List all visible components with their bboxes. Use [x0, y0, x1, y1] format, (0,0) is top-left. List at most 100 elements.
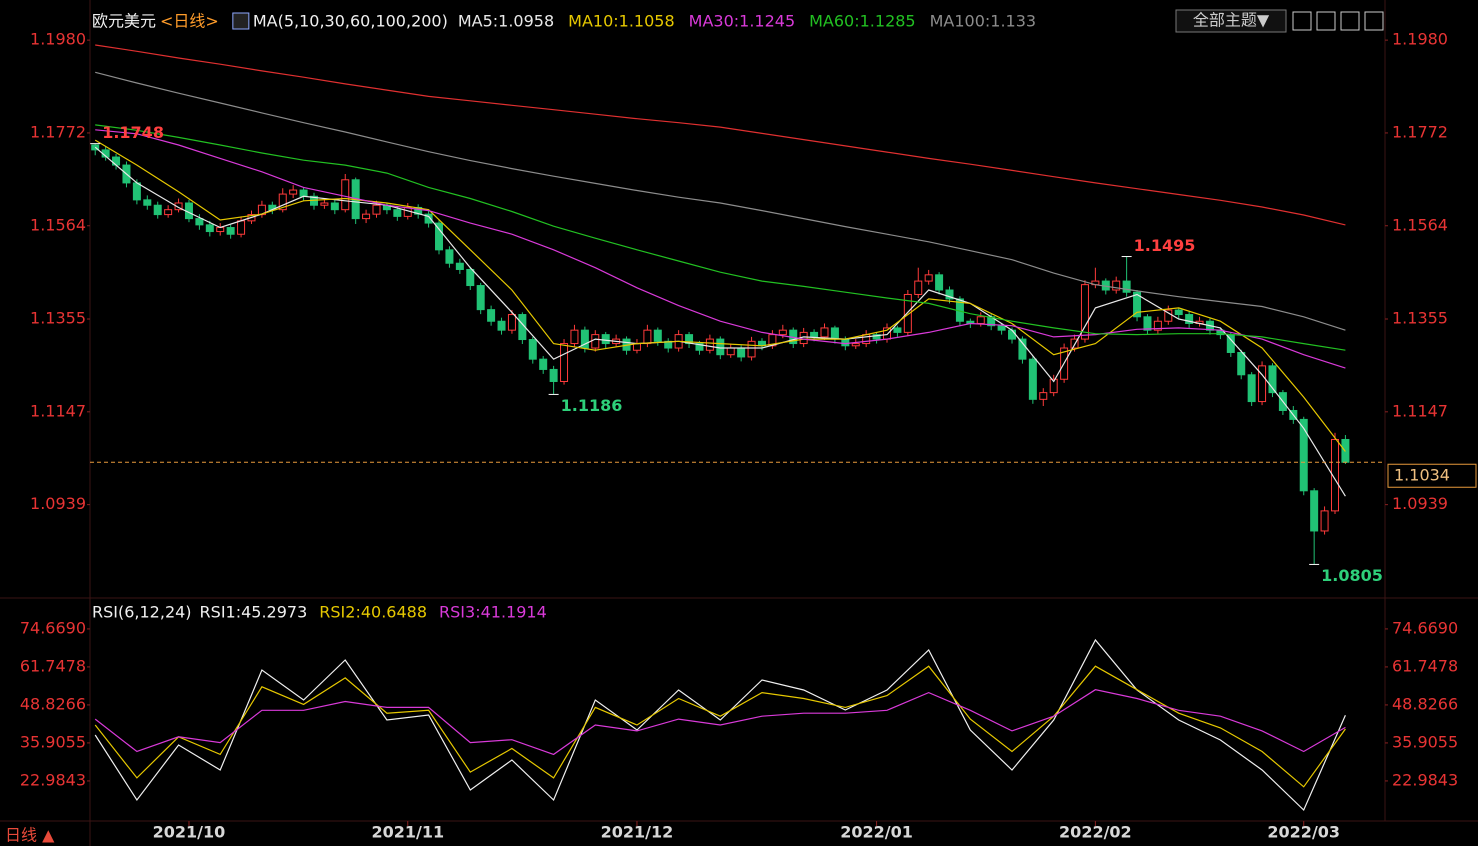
candle-body	[914, 280, 923, 295]
candle-body	[226, 227, 235, 235]
ma-line	[95, 124, 1346, 351]
layout-icon[interactable]	[1316, 11, 1336, 31]
candle-body	[216, 227, 225, 233]
candle-body	[393, 209, 402, 217]
y-tick-label: 1.1355	[30, 309, 86, 328]
candle-body	[1330, 438, 1339, 512]
y-tick-label: 1.1147	[1392, 401, 1448, 420]
candle-body	[164, 209, 173, 216]
candle-body	[1112, 280, 1121, 291]
candle-body	[747, 340, 756, 358]
candle-body	[726, 347, 735, 356]
y-tick-label: 74.6690	[1392, 618, 1458, 637]
candle-body	[1268, 365, 1277, 394]
candle-body	[466, 268, 475, 287]
candle-body	[1028, 358, 1037, 400]
candle-body	[830, 327, 839, 340]
candle-body	[643, 329, 652, 345]
candle-body	[174, 202, 183, 211]
y-tick-label: 1.0939	[30, 494, 86, 513]
candle-body	[539, 358, 548, 370]
candle-body	[1320, 510, 1329, 532]
candle-body	[591, 334, 600, 349]
layout-icon[interactable]	[1292, 11, 1312, 31]
forward-icon[interactable]	[1364, 11, 1384, 31]
candle-body	[445, 249, 454, 264]
toolbar-icons	[1292, 11, 1384, 31]
chart-title: 欧元美元	[92, 12, 156, 31]
candle-body	[903, 293, 912, 333]
candle-body	[1039, 392, 1048, 400]
ma-line	[94, 139, 1346, 452]
legend-entry: RSI3:41.1914	[439, 603, 547, 622]
candle-body	[935, 274, 944, 291]
theme-button[interactable]	[1175, 9, 1287, 33]
candle-body	[893, 327, 902, 333]
indicator-icon[interactable]	[232, 12, 250, 30]
y-tick-label: 61.7478	[1392, 656, 1458, 675]
candle-body	[237, 220, 246, 235]
y-tick-label: 61.7478	[20, 656, 86, 675]
ma-line	[94, 146, 1346, 497]
y-tick-label: 1.1355	[1392, 309, 1448, 328]
candle-body	[278, 193, 287, 211]
candle-body	[653, 329, 662, 342]
candle-body	[205, 224, 214, 233]
ma-line	[95, 71, 1346, 331]
candle-body	[1258, 365, 1267, 403]
candle-body	[1310, 490, 1319, 532]
candle-body	[841, 338, 850, 347]
indicator-label: MA(5,10,30,60,100,200)	[253, 12, 448, 31]
legend-entry: MA10:1.1058	[568, 12, 674, 31]
y-tick-label: 74.6690	[20, 618, 86, 637]
candle-body	[1247, 374, 1256, 403]
candle-body	[1008, 329, 1017, 340]
y-tick-label: 1.1980	[30, 30, 86, 49]
last-price-label: 1.1034	[1394, 466, 1450, 485]
main-header: 欧元美元 <日线> MA(5,10,30,60,100,200)	[92, 12, 448, 31]
candle-body	[153, 204, 162, 216]
x-tick-label: 2021/11	[371, 823, 444, 842]
candle-body	[945, 289, 954, 300]
period-tab[interactable]: 日线 ▲	[5, 826, 55, 845]
y-tick-label: 48.8266	[1392, 694, 1458, 713]
last-price-box	[1387, 463, 1477, 488]
play-icon[interactable]	[1340, 11, 1360, 31]
x-tick-label: 2022/01	[840, 823, 913, 842]
candle-body	[362, 213, 371, 220]
candle-body	[549, 368, 558, 382]
candle-body	[1185, 314, 1194, 324]
ma-line	[95, 129, 1346, 369]
candle-body	[1299, 418, 1308, 492]
candle-body	[716, 338, 725, 356]
y-tick-label: 35.9055	[1392, 732, 1458, 751]
candle-body	[1122, 280, 1131, 293]
y-tick-label: 1.1772	[1392, 122, 1448, 141]
extreme-label: 1.0805	[1321, 566, 1383, 585]
candle-body	[872, 334, 881, 340]
theme-button-label: 全部主题▼	[1193, 11, 1270, 30]
x-tick-label: 2021/12	[601, 823, 674, 842]
candle-body	[424, 213, 433, 224]
x-tick-label: 2021/10	[153, 823, 226, 842]
y-tick-label: 22.9843	[1392, 770, 1458, 789]
candle-body	[528, 339, 537, 360]
candle-body	[705, 338, 714, 351]
legend-entry: MA5:1.0958	[458, 12, 554, 31]
candle-body	[487, 309, 496, 322]
candle-body	[372, 204, 381, 215]
y-tick-label: 1.1564	[30, 215, 86, 234]
legend-entry: MA60:1.1285	[809, 12, 915, 31]
x-tick-label: 2022/02	[1059, 823, 1132, 842]
extreme-label: 1.1186	[561, 396, 623, 415]
rsi-line	[94, 665, 1346, 788]
candle-body	[330, 202, 339, 211]
y-tick-label: 1.1772	[30, 122, 86, 141]
candle-body	[601, 334, 610, 345]
candle-body	[1133, 291, 1142, 318]
rsi-line	[94, 689, 1346, 756]
legend-entry: RSI1:45.2973	[200, 603, 308, 622]
candle-body	[299, 189, 308, 197]
